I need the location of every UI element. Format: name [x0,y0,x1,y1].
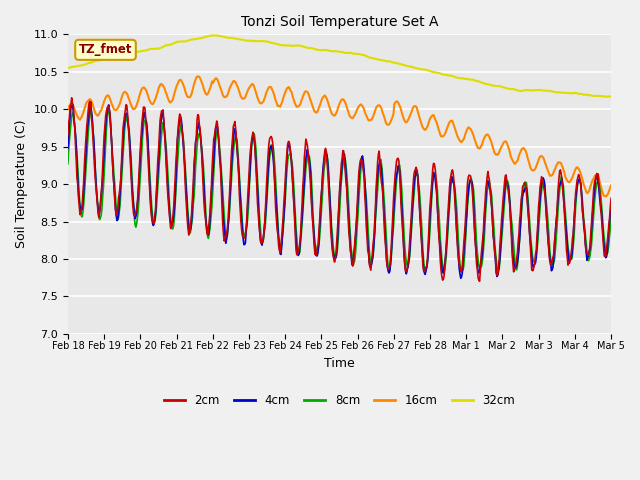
Line: 8cm: 8cm [68,111,611,273]
2cm [214,130,222,136]
4cm [607,204,615,209]
4cm [214,132,222,138]
16cm [195,73,202,79]
4cm [74,177,81,182]
2cm [607,195,615,201]
4cm [186,228,193,234]
2cm [131,213,138,218]
32cm [209,33,217,38]
16cm [74,114,81,120]
X-axis label: Time: Time [324,357,355,370]
4cm [406,241,414,247]
Line: 4cm: 4cm [68,102,611,278]
8cm [74,163,81,169]
2cm [186,230,193,236]
Legend: 2cm, 4cm, 8cm, 16cm, 32cm: 2cm, 4cm, 8cm, 16cm, 32cm [159,389,520,412]
8cm [607,217,615,223]
32cm [64,65,72,71]
2cm [68,95,76,101]
16cm [214,79,222,85]
2cm [64,132,72,138]
Title: Tonzi Soil Temperature Set A: Tonzi Soil Temperature Set A [241,15,438,29]
Line: 16cm: 16cm [68,76,611,196]
4cm [87,99,95,105]
8cm [87,108,95,114]
32cm [607,94,615,99]
8cm [440,270,448,276]
8cm [64,161,72,167]
16cm [130,107,138,112]
Line: 32cm: 32cm [68,36,611,97]
2cm [422,264,430,270]
32cm [406,64,414,70]
2cm [406,231,414,237]
32cm [214,33,222,39]
32cm [185,37,193,43]
4cm [422,267,430,273]
Y-axis label: Soil Temperature (C): Soil Temperature (C) [15,120,28,248]
8cm [186,225,193,230]
8cm [214,132,222,138]
16cm [406,113,414,119]
16cm [602,193,610,199]
Text: TZ_fmet: TZ_fmet [79,43,132,56]
4cm [64,145,72,151]
16cm [64,106,72,112]
16cm [422,126,430,132]
2cm [476,278,483,284]
16cm [607,182,615,188]
2cm [75,194,83,200]
4cm [131,211,138,217]
Line: 2cm: 2cm [68,98,611,281]
8cm [131,215,138,221]
32cm [602,94,610,100]
8cm [406,249,414,254]
32cm [130,50,138,56]
8cm [422,268,430,274]
16cm [185,95,193,100]
32cm [74,63,81,69]
4cm [457,276,465,281]
32cm [422,67,430,72]
